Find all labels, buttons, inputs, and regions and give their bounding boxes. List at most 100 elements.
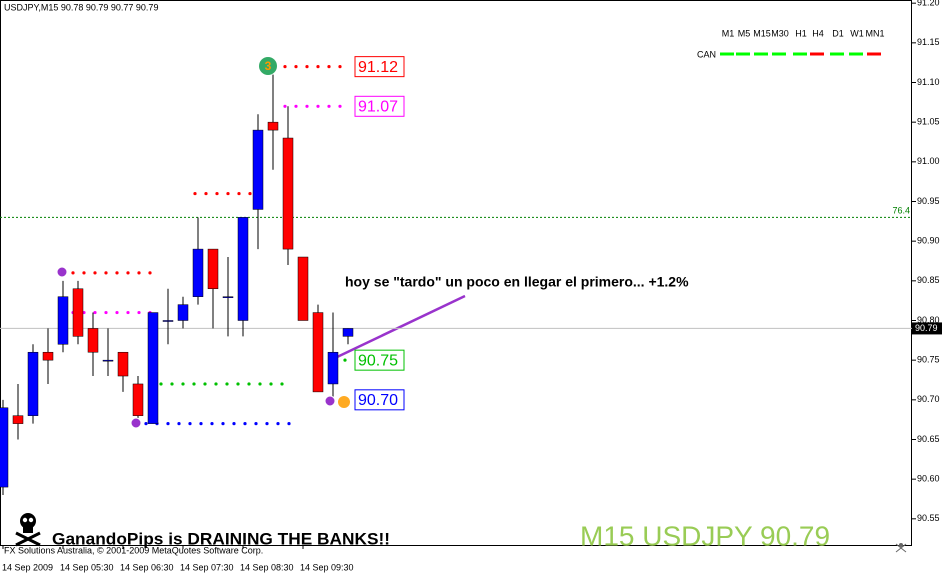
level-dot [192,382,196,386]
timeframe-name: M5 [738,28,751,38]
y-tick-label: 90.75 [917,355,940,365]
candle-body [42,351,54,361]
y-tick-label: 90.90 [917,236,940,246]
marker [338,396,350,408]
level-dot [188,422,192,426]
y-tick-label: 90.80 [917,315,940,325]
level-line [133,422,291,426]
candle-body [237,217,249,321]
candle-body [222,296,234,298]
level-label: 91.07 [358,99,398,116]
level-dot [181,382,185,386]
level-dot [283,65,287,69]
marker [56,266,68,278]
level-dot [104,271,108,275]
y-tick-label: 91.05 [917,117,940,127]
level-line [60,271,152,275]
timeframe-name: D1 [832,28,844,38]
level-dot [148,271,152,275]
candle-body [87,328,99,353]
level-dot [115,310,119,315]
level-dot [93,271,97,275]
level-label: 90.75 [358,352,398,369]
level-dot [137,310,141,315]
timeframe-name: MN1 [865,28,884,38]
level-box [354,56,405,78]
level-line [283,104,342,108]
level-dot [248,191,252,196]
level-dot [126,271,130,275]
level-dot [254,422,258,426]
level-dot [82,271,86,275]
level-dot [210,422,214,426]
candle-body [252,129,264,210]
level-dot [203,382,207,386]
level-dot [71,271,75,275]
copyright: FX Solutions Australia, © 2001-2009 Meta… [4,545,263,555]
level-dot [214,382,218,386]
level-dot [343,358,347,362]
skull [15,513,41,547]
candle-body [282,137,294,250]
annotation-arrow [334,294,466,360]
x-tick-label: 14 Sep 07:30 [180,562,234,572]
x-tick-label: 14 Sep 2009 [2,562,53,572]
fibo-label: 76.4 [892,206,910,216]
corner-icon [895,543,907,553]
candle-body [102,359,114,362]
level-dot [226,191,230,196]
level-dot [327,65,331,69]
candle-body [342,328,354,337]
marker [324,395,336,407]
signal-label: 3 [265,59,272,73]
candle-body [117,351,129,377]
level-dot [115,271,119,275]
level-dot [237,191,241,196]
level-dot [93,310,97,315]
candle-body [192,248,204,297]
signal-marker [259,57,277,75]
level-dot [221,422,225,426]
y-tick-label: 90.55 [917,513,940,523]
marker [130,417,142,429]
level-dot [327,104,331,108]
level-dot [269,382,273,386]
level-dot [294,65,298,69]
watermark: M15 USDJPY 90.79 [580,520,830,551]
chart-title: USDJPY,M15 90.78 90.79 90.77 90.79 [4,2,158,12]
level-line [343,358,347,362]
level-dot [177,422,181,426]
level-box [354,349,405,371]
level-dot [338,104,342,108]
y-tick-label: 90.60 [917,474,940,484]
level-dot [232,422,236,426]
banner: GanandoPips is DRAINING THE BANKS!! [52,529,390,548]
x-tick-label: 14 Sep 09:30 [300,562,354,572]
level-dot [265,422,269,426]
level-dot [247,382,251,386]
timeframe-name: H1 [795,28,807,38]
level-dot [126,310,130,315]
timeframe-name: M30 [771,28,789,38]
level-dot [316,104,320,108]
candle-body [177,304,189,321]
y-tick-label: 90.85 [917,275,940,285]
y-tick-label: 91.20 [917,0,940,8]
price-label: 90.79 [915,323,938,333]
level-dot [225,382,229,386]
level-dot [316,65,320,69]
level-label: 91.12 [358,59,398,76]
y-tick-label: 91.00 [917,156,940,166]
level-dot [166,422,170,426]
level-dot [243,422,247,426]
level-dot [294,104,298,108]
level-dot [258,382,262,386]
x-tick-label: 14 Sep 08:30 [240,562,294,572]
level-dot [215,191,219,196]
candle-body [162,320,174,322]
timeframe-name: M1 [722,28,735,38]
candle-body [12,415,24,424]
level-line [283,65,342,69]
candle-body [267,121,279,131]
level-dot [276,422,280,426]
